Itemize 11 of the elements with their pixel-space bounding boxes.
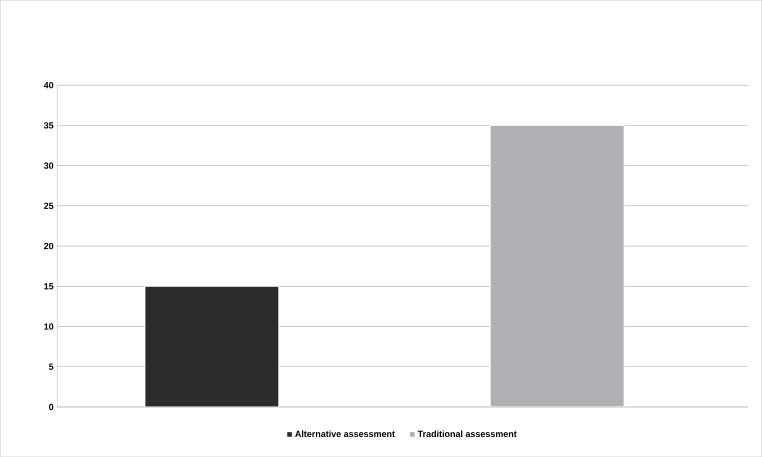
y-tick-label: 35 (44, 122, 54, 128)
y-tick-label: 25 (44, 202, 54, 209)
y-tick-label: 40 (44, 82, 54, 88)
y-tick-label: 5 (48, 364, 54, 370)
y-tick-label: 0 (49, 404, 54, 410)
y-tick-label: 30 (44, 162, 54, 169)
y-tick-label: 10 (44, 323, 54, 330)
legend-label: Traditional assessment (418, 430, 517, 437)
y-tick-label: 15 (44, 283, 54, 290)
legend-label: Alternative assessment (295, 430, 395, 437)
y-tick-label: 20 (44, 242, 54, 250)
